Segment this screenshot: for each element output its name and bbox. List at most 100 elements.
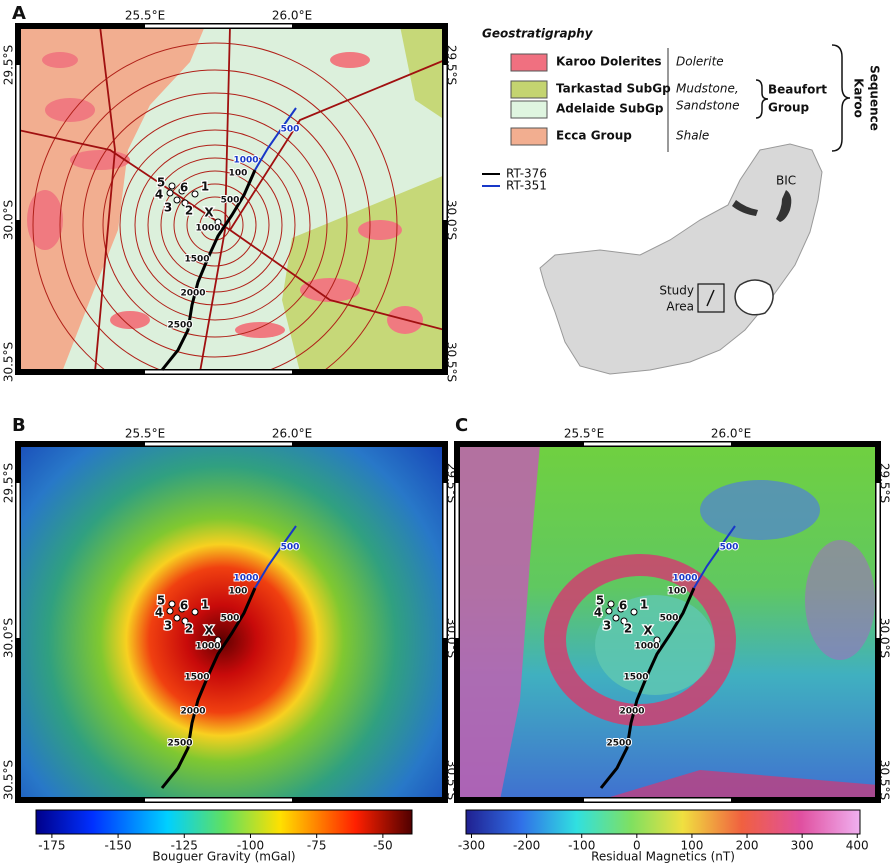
site-label: 5 bbox=[157, 594, 165, 608]
distance-label: 500 bbox=[221, 614, 240, 624]
colorbar-tick-label: -150 bbox=[104, 839, 131, 853]
panel-label: B bbox=[12, 415, 26, 436]
site-marker bbox=[166, 189, 174, 197]
site-label: 1 bbox=[640, 598, 648, 612]
gravity-map bbox=[18, 444, 445, 800]
legend-graphics bbox=[482, 44, 851, 187]
profile-rt351 bbox=[254, 107, 297, 171]
site-label: 2 bbox=[624, 622, 632, 636]
lithology: Dolerite bbox=[676, 55, 724, 69]
distance-label: 1500 bbox=[184, 673, 209, 683]
distance-label: 1000 bbox=[195, 224, 220, 234]
colorbar-tick-label: 0 bbox=[633, 839, 641, 853]
colorbar-tick-label: -200 bbox=[513, 839, 540, 853]
latitude-label: 30.0°S bbox=[445, 200, 459, 240]
distance-label: 100 bbox=[229, 169, 248, 179]
distance-label: 2500 bbox=[167, 739, 192, 749]
latitude-label: 29.5°S bbox=[878, 463, 892, 503]
distance-label: 1000 bbox=[672, 574, 697, 584]
distance-label: 1000 bbox=[634, 642, 659, 652]
site-label: 4 bbox=[155, 188, 163, 202]
site-label: 2 bbox=[185, 622, 193, 636]
site-label: 4 bbox=[155, 606, 163, 620]
line-legend: RT-376 bbox=[506, 167, 547, 181]
distance-label: 1500 bbox=[623, 673, 648, 683]
site-marker bbox=[620, 617, 628, 625]
site-label: 4 bbox=[594, 606, 602, 620]
lithology: Shale bbox=[676, 129, 709, 143]
inset-label: Area bbox=[666, 300, 694, 314]
longitude-label: 25.5°E bbox=[564, 427, 604, 441]
profile-rt376 bbox=[599, 587, 696, 789]
longitude-label: 26.0°E bbox=[272, 427, 312, 441]
distance-label: 100 bbox=[668, 587, 687, 597]
site-marker bbox=[617, 605, 625, 613]
line-legend: RT-351 bbox=[506, 179, 547, 193]
site-marker bbox=[173, 196, 181, 204]
colorbar-tick-label: -100 bbox=[237, 839, 264, 853]
site-label: 6 bbox=[180, 599, 188, 613]
site-label: 5 bbox=[596, 594, 604, 608]
site-marker bbox=[607, 600, 615, 608]
lithology: Mudstone, bbox=[676, 82, 739, 96]
distance-label: 1000 bbox=[233, 574, 258, 584]
colorbar-tick-label: -100 bbox=[568, 839, 595, 853]
latitude-label: 30.0°S bbox=[878, 618, 892, 658]
site-marker bbox=[178, 187, 186, 195]
distance-label: 500 bbox=[660, 614, 679, 624]
distance-label: 2000 bbox=[180, 707, 205, 717]
site-label: X bbox=[204, 624, 214, 638]
latitude-label: 30.5°S bbox=[878, 760, 892, 800]
distance-label: 1000 bbox=[233, 156, 258, 166]
site-marker bbox=[191, 608, 199, 616]
latitude-label: 30.0°S bbox=[2, 200, 16, 240]
site-marker bbox=[168, 600, 176, 608]
site-marker bbox=[612, 614, 620, 622]
site-label: 1 bbox=[201, 180, 209, 194]
site-marker bbox=[630, 608, 638, 616]
longitude-label: 26.0°E bbox=[711, 427, 751, 441]
distance-label: 1500 bbox=[184, 255, 209, 265]
latitude-label: 29.5°S bbox=[2, 45, 16, 85]
colorbar-tick-label: -300 bbox=[458, 839, 485, 853]
panel-label: A bbox=[12, 3, 26, 24]
group-label: Beaufort bbox=[768, 83, 827, 97]
latitude-label: 30.5°S bbox=[2, 760, 16, 800]
site-marker bbox=[653, 636, 661, 644]
inset-map bbox=[539, 143, 823, 375]
colorbar bbox=[35, 809, 413, 835]
colorbar-tick-label: 200 bbox=[736, 839, 759, 853]
site-label: 5 bbox=[157, 176, 165, 190]
distance-label: 2000 bbox=[180, 289, 205, 299]
longitude-label: 26.0°E bbox=[272, 9, 312, 23]
profile-rt376 bbox=[160, 587, 257, 789]
longitude-label: 25.5°E bbox=[125, 427, 165, 441]
colorbar-title: Residual Magnetics (nT) bbox=[591, 850, 735, 864]
site-marker bbox=[214, 636, 222, 644]
profile-rt351 bbox=[693, 525, 736, 589]
site-marker bbox=[168, 182, 176, 190]
legend-unit: Ecca Group bbox=[556, 129, 632, 143]
legend-unit: Karoo Dolerites bbox=[556, 55, 662, 69]
panel-label: C bbox=[455, 415, 468, 436]
colorbar-tick-label: -75 bbox=[307, 839, 327, 853]
colorbar-title: Bouguer Gravity (mGal) bbox=[152, 850, 295, 864]
site-marker bbox=[173, 614, 181, 622]
inset-label: Study bbox=[659, 284, 694, 298]
site-label: 6 bbox=[180, 181, 188, 195]
legend-unit: Adelaide SubGp bbox=[556, 102, 664, 116]
distance-label: 500 bbox=[281, 125, 300, 135]
distance-label: 2500 bbox=[167, 321, 192, 331]
latitude-label: 29.5°S bbox=[445, 45, 459, 85]
distance-label: 500 bbox=[221, 196, 240, 206]
site-label: 3 bbox=[164, 201, 172, 215]
site-marker bbox=[181, 199, 189, 207]
lithology: Sandstone bbox=[676, 99, 739, 113]
site-label: X bbox=[643, 624, 653, 638]
sequence-label: Sequence bbox=[868, 65, 882, 131]
distance-label: 500 bbox=[281, 543, 300, 553]
colorbar bbox=[465, 809, 861, 835]
distance-label: 2000 bbox=[619, 707, 644, 717]
legend-unit: Tarkastad SubGp bbox=[556, 82, 671, 96]
